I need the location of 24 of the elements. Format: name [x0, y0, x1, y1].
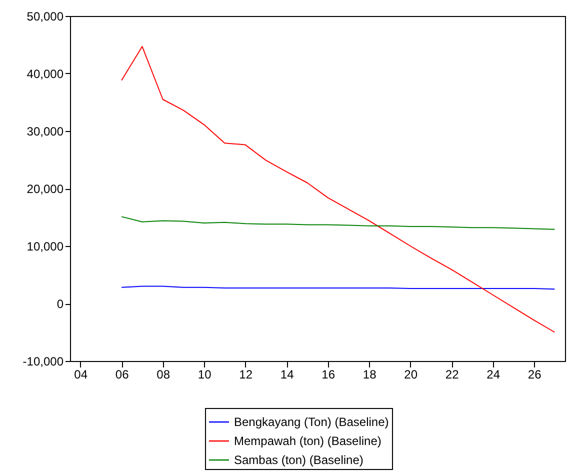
x-tick-label: 14 — [280, 368, 294, 382]
y-tick-label: 50,000 — [26, 10, 64, 24]
x-tick-label: 08 — [156, 368, 170, 382]
line-series — [121, 46, 556, 333]
line-series — [121, 216, 556, 230]
y-tick-label: 10,000 — [26, 240, 64, 254]
y-tick-label: 30,000 — [26, 124, 64, 138]
x-tick-label: 12 — [239, 368, 253, 382]
x-tick-label: 20 — [404, 368, 418, 382]
legend-label: Mempawah (ton) (Baseline) — [234, 434, 382, 448]
x-tick-label: 10 — [198, 368, 212, 382]
y-tick-label: 20,000 — [26, 182, 64, 196]
y-tick-label: -10,000 — [22, 354, 64, 368]
y-tick-label: 0 — [56, 297, 64, 311]
x-tick-label: 24 — [486, 368, 500, 382]
x-tick-label: 06 — [115, 368, 130, 382]
x-tick-label: 18 — [362, 368, 377, 382]
legend-label: Sambas (ton) (Baseline) — [234, 453, 364, 467]
x-tick-label: 26 — [528, 368, 542, 382]
x-tick-label: 16 — [322, 368, 336, 382]
legend-label: Bengkayang (Ton) (Baseline) — [234, 415, 389, 429]
x-tick-label: 04 — [74, 368, 88, 382]
x-tick-label: 22 — [445, 368, 460, 382]
y-tick-label: 40,000 — [26, 67, 64, 81]
